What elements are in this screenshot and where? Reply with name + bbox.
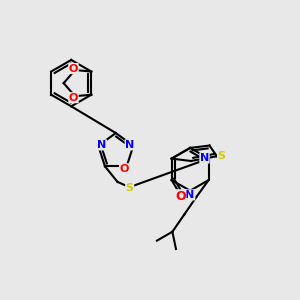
Text: O: O [69,93,78,103]
Text: O: O [69,64,78,74]
Text: O: O [120,164,129,174]
Text: N: N [97,140,106,150]
Text: O: O [175,190,186,203]
Text: N: N [185,190,195,200]
Text: N: N [125,140,134,150]
Text: N: N [200,153,209,163]
Text: S: S [126,183,134,193]
Text: S: S [218,151,226,161]
